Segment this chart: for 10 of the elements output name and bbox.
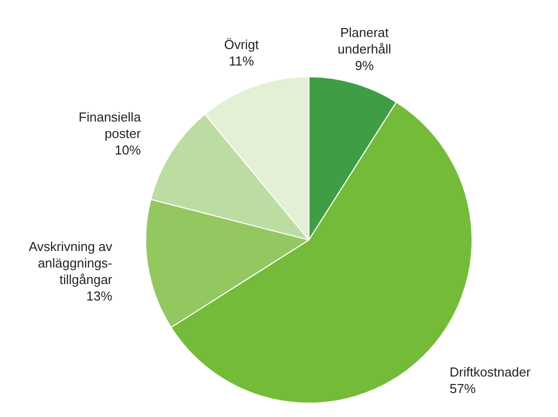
slice-label: Finansiella poster: [78, 109, 142, 141]
slice-label: Driftkostnader: [450, 364, 532, 380]
data-label: 9%: [355, 58, 374, 74]
data-label: 57%: [450, 381, 476, 396]
data-label: 10%: [114, 142, 142, 158]
data-label: 11%: [228, 54, 254, 69]
slice-label: Planerat underhåll: [338, 25, 392, 57]
data-label: 13%: [86, 288, 113, 304]
slice-label: Övrigt: [224, 37, 260, 52]
slice-label: Avskrivning av anläggnings- tillgångar: [28, 238, 113, 287]
